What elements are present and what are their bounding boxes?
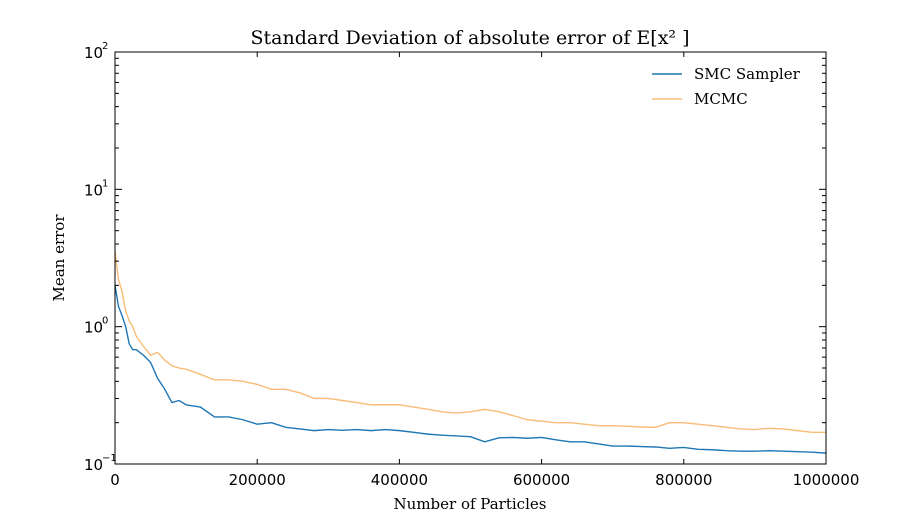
y-axis-label: Mean error (50, 214, 68, 302)
plot-frame (114, 51, 827, 465)
x-axis: 0 200000 400000 600000 800000 1000000 (110, 52, 859, 489)
y-tick-label: 10 (84, 44, 103, 62)
plot-area (114, 51, 827, 465)
legend-label-1: MCMC (694, 90, 748, 108)
x-tick-label: 400000 (371, 471, 428, 489)
x-tick-label: 0 (110, 471, 120, 489)
x-tick-label: 600000 (513, 471, 570, 489)
y-tick-label: 10 (84, 456, 103, 474)
series-line-0 (114, 285, 827, 454)
y-tick-label: 10 (84, 181, 103, 199)
legend: SMC Sampler MCMC (652, 65, 801, 108)
chart-title: Standard Deviation of absolute error of … (250, 27, 689, 49)
x-tick-label: 200000 (229, 471, 286, 489)
y-tick-exponent: 0 (102, 316, 108, 327)
y-tick-exponent: 1 (102, 178, 108, 189)
y-tick-label: 10 (84, 319, 103, 337)
x-tick-label: 1000000 (793, 471, 860, 489)
legend-label-0: SMC Sampler (694, 65, 801, 83)
y-tick-exponent: −1 (102, 453, 117, 464)
x-tick-label: 800000 (655, 471, 712, 489)
y-tick-exponent: 2 (102, 41, 108, 52)
x-axis-label: Number of Particles (394, 495, 547, 513)
series-line-1 (114, 251, 826, 434)
